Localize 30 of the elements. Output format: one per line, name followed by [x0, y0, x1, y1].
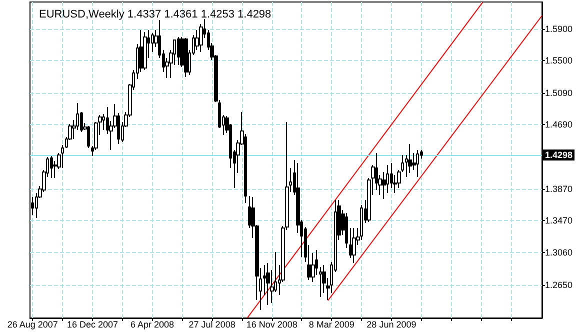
- y-tick-label: 1.5900: [545, 24, 573, 34]
- y-tick-label: 1.5090: [545, 88, 573, 98]
- x-tick-label: 8 Mar 2009: [308, 320, 354, 330]
- candlestick: [143, 31, 147, 71]
- candlestick: [184, 38, 188, 78]
- text: EURUSD,Weekly 1.4337 1.4361 1.4253 1.4298: [39, 8, 272, 20]
- candlestick: [408, 144, 412, 174]
- y-tick-label: 1.3060: [545, 248, 573, 258]
- candlestick: [345, 212, 348, 249]
- ref-line-label: 1.4298: [545, 150, 573, 160]
- y-tick-label: 1.5500: [545, 55, 573, 66]
- candlestick: [87, 125, 90, 149]
- y-tick-label: 1.4690: [545, 119, 573, 130]
- candlestick: [319, 266, 322, 298]
- x-tick-label: 6 Apr 2008: [130, 320, 174, 330]
- y-tick-label: 1.3470: [545, 215, 573, 226]
- x-tick-label: 28 Jun 2009: [366, 320, 416, 330]
- candlestick: [266, 262, 270, 306]
- x-tick-label: 16 Nov 2008: [246, 320, 298, 330]
- x-tick-label: 27 Jul 2008: [188, 320, 236, 330]
- y-tick-label: 1.3870: [545, 184, 573, 194]
- candlestick: [61, 144, 64, 169]
- candlestick: [390, 162, 393, 189]
- candlestick: [177, 36, 180, 66]
- x-tick-label: 16 Dec 2007: [66, 320, 118, 330]
- candlestick: [416, 150, 419, 178]
- candlestick: [352, 228, 356, 264]
- x-tick-label: 26 Aug 2007: [7, 320, 58, 330]
- candlestick: [50, 155, 53, 179]
- y-tick-label: 1.2650: [545, 280, 573, 290]
